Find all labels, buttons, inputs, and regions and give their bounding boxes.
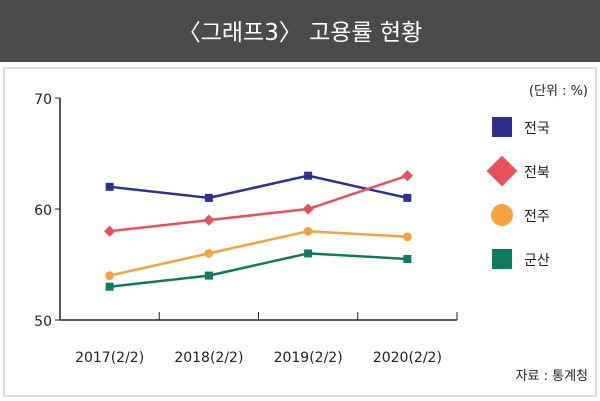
- data-point: [304, 249, 313, 258]
- x-tick-label: 2020(2/2): [373, 350, 442, 366]
- legend-marker: [486, 155, 518, 187]
- x-tick-label: 2018(2/2): [174, 350, 243, 366]
- x-tick-label: 2019(2/2): [274, 350, 343, 366]
- y-tick-label: 50: [34, 314, 52, 330]
- data-point: [105, 282, 114, 291]
- data-point: [403, 193, 412, 202]
- y-tick-label: 70: [34, 92, 52, 108]
- data-point: [302, 203, 314, 215]
- data-point: [304, 171, 313, 180]
- data-point: [401, 170, 413, 182]
- data-point: [303, 226, 313, 236]
- series-line-전국: [109, 174, 408, 200]
- series-line-전주: [109, 229, 408, 277]
- data-point: [204, 271, 213, 280]
- legend-marker: [492, 117, 512, 137]
- data-point: [203, 214, 215, 226]
- legend-label: 전국: [524, 121, 550, 137]
- legend-label: 군산: [524, 253, 550, 269]
- data-point: [204, 193, 213, 202]
- data-point: [403, 254, 412, 263]
- title-bar: [0, 0, 600, 62]
- legend-label: 전북: [524, 165, 550, 181]
- data-point: [402, 232, 412, 242]
- data-point: [105, 182, 114, 191]
- data-point: [104, 225, 116, 237]
- x-tick-label: 2017(2/2): [75, 350, 144, 366]
- source-label: 자료 : 통계청: [516, 369, 588, 384]
- y-tick-label: 60: [34, 203, 52, 219]
- legend-marker: [492, 249, 512, 269]
- chart-title: 〈그래프3〉 고용률 현황: [178, 20, 423, 46]
- unit-label: (단위 : %): [529, 84, 588, 99]
- data-point: [204, 249, 214, 258]
- series-line-군산: [109, 252, 408, 288]
- data-point: [105, 271, 115, 280]
- series-line-전북: [109, 174, 408, 233]
- legend-label: 전주: [524, 209, 550, 225]
- legend-marker: [491, 204, 513, 226]
